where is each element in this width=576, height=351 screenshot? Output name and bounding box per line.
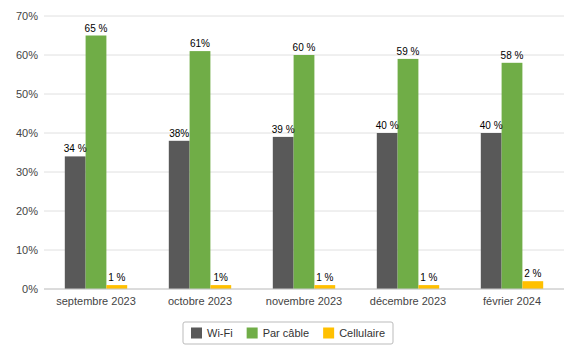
data-label: 40 % (480, 120, 503, 131)
bar (210, 285, 231, 289)
bar (522, 281, 543, 289)
bar (294, 55, 315, 289)
bar (65, 156, 86, 289)
data-label: 2 % (524, 268, 541, 279)
chart: 0% 10% 20% 30% 40% 50% 60% 70% 34 % 38% 39 % 40 % 40… (0, 0, 576, 351)
x-tick-label: octobre 2023 (168, 295, 232, 307)
x-tick-label: septembre 2023 (56, 295, 136, 307)
bar (169, 141, 190, 289)
bar (502, 63, 523, 289)
legend-swatch (323, 328, 334, 339)
y-tick-label: 40% (16, 127, 38, 139)
y-tick-label: 20% (16, 205, 38, 217)
grid (44, 16, 564, 289)
x-tick-label: février 2024 (483, 295, 541, 307)
x-axis-line (44, 289, 564, 290)
y-tick-label: 10% (16, 244, 38, 256)
grid-line (44, 289, 564, 290)
bar (418, 285, 439, 289)
data-labels: 34 % 38% 39 % 40 % 40 % 65 % 61% 60 % 59 % 58 % 1 … (64, 23, 542, 284)
data-label: 1 % (420, 272, 437, 283)
x-tick-label: novembre 2023 (266, 295, 342, 307)
data-label: 1 % (316, 272, 333, 283)
y-tick-label: 0% (22, 283, 38, 295)
y-tick-label: 50% (16, 88, 38, 100)
bar (398, 59, 419, 289)
y-tick-label: 30% (16, 166, 38, 178)
bar (481, 133, 502, 289)
data-label: 61% (190, 38, 210, 49)
data-label: 59 % (397, 46, 420, 57)
legend-swatch (191, 328, 202, 339)
data-label: 1 % (108, 272, 125, 283)
data-label: 60 % (293, 42, 316, 53)
legend: Wi-Fi Par câble Cellulaire (183, 322, 393, 344)
bar (273, 137, 294, 289)
data-label: 39 % (272, 124, 295, 135)
legend-label: Cellulaire (339, 327, 385, 339)
legend-frame (183, 322, 393, 344)
grid-line (44, 16, 564, 17)
data-label: 58 % (501, 50, 524, 61)
data-label: 40 % (376, 120, 399, 131)
bar (190, 51, 211, 289)
data-label: 38% (169, 128, 189, 139)
bar (86, 36, 107, 290)
y-tick-label: 60% (16, 49, 38, 61)
y-tick-label: 70% (16, 10, 38, 22)
x-tick-label: décembre 2023 (370, 295, 446, 307)
bar (106, 285, 127, 289)
bar (314, 285, 335, 289)
data-label: 34 % (64, 143, 87, 154)
legend-label: Wi-Fi (207, 327, 233, 339)
chart-container: 0% 10% 20% 30% 40% 50% 60% 70% 34 % 38% 39 % 40 % 40… (0, 0, 576, 351)
data-label: 1% (214, 272, 229, 283)
legend-label: Par câble (263, 327, 309, 339)
bars (65, 36, 543, 290)
data-label: 65 % (85, 23, 108, 34)
bar (377, 133, 398, 289)
legend-swatch (247, 328, 258, 339)
